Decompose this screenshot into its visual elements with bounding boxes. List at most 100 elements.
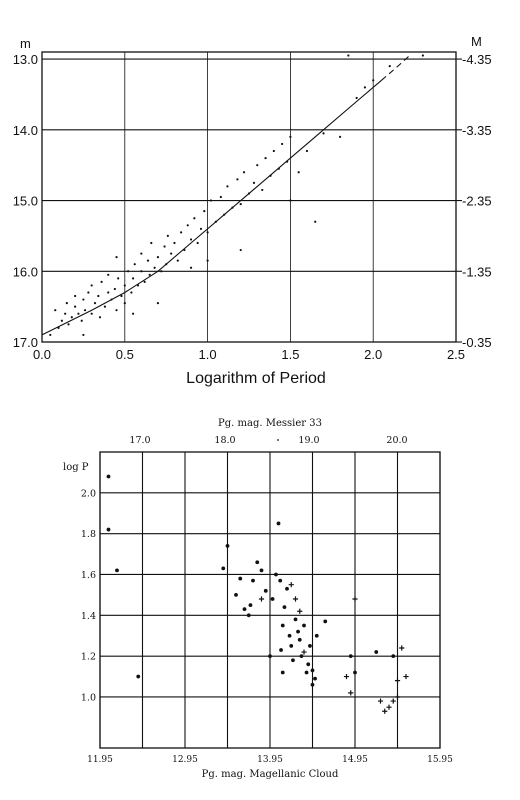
data-point — [247, 192, 251, 195]
x-tick-label: 1.0 — [199, 347, 217, 362]
data-point-dot — [314, 633, 319, 638]
top-axis-label: Pg. mag. Messier 33 — [218, 418, 322, 429]
y-right-tick-label: -1.35 — [462, 264, 492, 279]
data-point — [74, 305, 77, 308]
top-tick-label: 19.0 — [298, 435, 319, 446]
data-point — [256, 164, 259, 167]
data-point-plus — [390, 698, 396, 704]
plot-frame — [99, 451, 441, 749]
data-point — [206, 231, 209, 234]
data-point — [93, 301, 97, 305]
data-point-plus — [258, 596, 265, 602]
data-point — [338, 135, 342, 138]
x-axis-label: Logarithm of Period — [186, 370, 326, 387]
data-point — [186, 224, 189, 227]
data-point — [110, 298, 113, 301]
data-point-dot — [263, 588, 268, 593]
data-point-plus — [352, 596, 358, 602]
data-point — [90, 312, 93, 315]
data-point-plus — [394, 694, 401, 700]
data-point — [388, 65, 391, 68]
data-point — [90, 284, 93, 287]
data-point — [82, 298, 85, 301]
data-point-plus — [399, 645, 405, 651]
top-tick-label: 17.0 — [129, 435, 150, 446]
data-point — [297, 171, 300, 174]
data-point-dot — [234, 592, 238, 597]
y-axis-label: log P — [63, 462, 89, 473]
y-right-tick-label: -4.35 — [462, 52, 492, 67]
data-point — [64, 312, 67, 315]
data-point — [143, 280, 146, 283]
data-point — [97, 294, 100, 298]
data-point — [49, 333, 52, 337]
data-point-dot — [291, 658, 295, 663]
data-point-plus — [301, 649, 307, 655]
data-point-dot — [310, 682, 315, 687]
y-tick-label: 1.8 — [81, 529, 96, 540]
y-left-tick-label: 14.0 — [13, 123, 38, 138]
x-tick-label: 2.5 — [447, 347, 465, 362]
x-axis-label: Pg. mag. Magellanic Cloud — [202, 769, 339, 780]
data-point — [98, 316, 102, 319]
data-point — [285, 160, 289, 163]
data-point-dot — [136, 674, 141, 679]
data-point — [196, 241, 199, 245]
data-point-dot — [308, 644, 312, 648]
data-point-dot — [285, 586, 289, 591]
data-point-dot — [299, 654, 304, 659]
data-point-dot — [289, 644, 294, 648]
data-point — [115, 309, 118, 312]
data-point-dot — [313, 676, 317, 681]
data-point-dot — [225, 544, 230, 548]
data-point — [355, 96, 358, 100]
data-point — [199, 227, 203, 230]
data-point — [269, 174, 272, 177]
data-point-dot — [251, 578, 255, 583]
data-point-dot — [323, 619, 328, 624]
data-point — [136, 284, 140, 287]
data-point — [173, 241, 176, 245]
data-point-plus — [403, 673, 409, 680]
top-tick-label: 20.0 — [386, 435, 407, 446]
top-tick-label: 18.0 — [214, 435, 235, 446]
data-point — [115, 256, 118, 259]
data-point-dot — [242, 607, 247, 612]
data-point — [163, 245, 166, 248]
data-point-dot — [106, 527, 111, 532]
data-point — [189, 266, 193, 269]
data-point — [123, 284, 126, 287]
data-point — [130, 291, 133, 294]
data-point — [209, 199, 213, 202]
data-point-dot — [353, 670, 357, 675]
data-point — [117, 277, 120, 280]
data-point — [87, 291, 90, 294]
plot-frame — [41, 51, 457, 343]
data-point — [372, 79, 375, 82]
data-point-dot — [278, 578, 283, 583]
data-point — [242, 171, 246, 174]
data-point — [170, 252, 173, 255]
data-point — [264, 156, 267, 160]
data-point — [140, 252, 143, 255]
y-tick-label: 2.0 — [81, 488, 96, 499]
y-left-tick-label: 16.0 — [13, 264, 38, 279]
data-point — [54, 309, 57, 312]
data-point-dot — [248, 603, 253, 608]
data-point-dot — [348, 654, 353, 659]
data-point-dot — [374, 650, 379, 654]
data-point-dot — [280, 670, 285, 675]
data-point-dot — [293, 617, 298, 622]
data-point-dot — [391, 654, 396, 659]
data-point-plus — [394, 678, 401, 684]
data-point-dot — [221, 566, 226, 571]
data-point — [180, 231, 183, 234]
data-point — [140, 270, 143, 273]
data-point-plus — [348, 690, 354, 696]
x-tick-label: 1.5 — [281, 347, 299, 362]
data-point-dot — [306, 662, 311, 667]
period-luminosity-chart: 0.0 0.5 1.0 1.5 2.0 2.5 13.0 14.0 15.0 16.0 17.0 -4… — [13, 34, 492, 387]
data-point — [236, 178, 239, 181]
data-point — [176, 259, 179, 262]
data-point — [133, 263, 136, 266]
